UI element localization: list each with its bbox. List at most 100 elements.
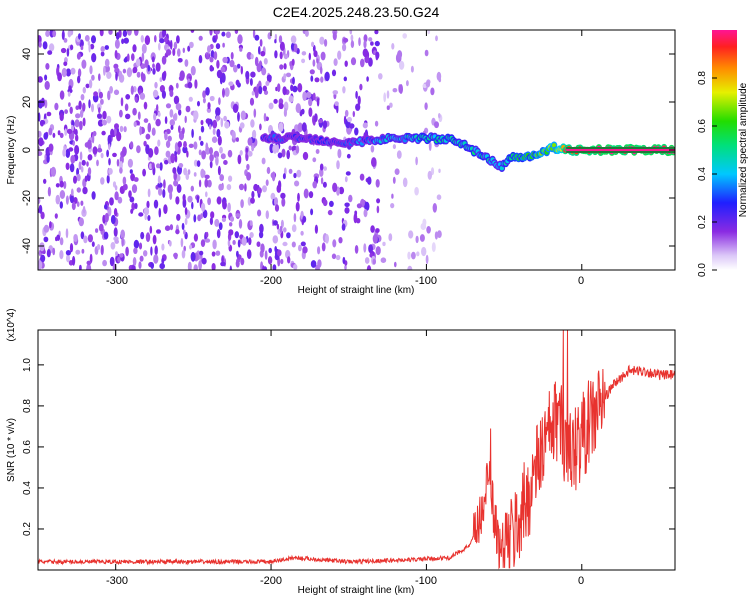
noise-speckle [189,41,194,49]
noise-speckle [209,56,214,63]
noise-speckle [74,145,80,155]
noise-speckle [122,176,127,185]
noise-speckle [147,122,152,133]
noise-speckle [122,68,127,74]
noise-speckle [273,98,278,104]
noise-speckle [238,219,243,229]
noise-speckle [70,155,76,164]
noise-speckle [350,34,354,42]
noise-speckle [324,71,330,82]
noise-speckle [145,133,151,140]
noise-speckle [79,109,84,118]
noise-speckle [198,179,202,188]
spectrogram-x-axis-label: Height of straight line (km) [298,285,415,296]
noise-speckle [262,185,267,193]
noise-speckle [432,203,437,213]
noise-speckle [161,71,166,81]
noise-speckle [63,181,67,189]
noise-speckle [200,213,203,220]
noise-speckle [132,66,138,74]
noise-speckle [332,239,337,248]
noise-speckle [162,30,165,38]
noise-speckle [182,47,185,53]
noise-speckle [309,69,315,75]
noise-speckle [348,194,353,203]
spectrogram-x-tick-label: -300 [106,275,128,287]
noise-speckle [141,43,147,54]
noise-speckle [187,195,193,203]
noise-speckle [281,197,286,207]
noise-speckle [132,257,137,266]
noise-speckle [47,186,52,197]
noise-speckle [251,190,255,199]
noise-speckle [79,264,82,270]
noise-speckle [287,256,291,264]
noise-speckle [215,156,219,166]
noise-speckle [47,50,53,55]
noise-speckle [359,173,365,181]
noise-speckle [91,133,95,144]
noise-speckle [246,249,252,260]
noise-speckle [65,228,69,239]
noise-speckle [72,141,75,146]
noise-speckle [180,237,184,248]
noise-speckle [320,76,324,83]
noise-speckle [283,227,287,233]
noise-speckle [222,88,225,98]
snr-y-tick-label: 0.4 [22,481,33,495]
noise-speckle [259,123,262,131]
noise-speckle [402,33,408,39]
noise-speckle [48,43,55,52]
noise-speckle [121,38,125,45]
noise-speckle [85,83,90,89]
noise-speckle [207,179,212,188]
noise-speckle [322,120,328,129]
noise-speckle [75,249,81,255]
noise-speckle [217,165,221,176]
noise-speckle [205,191,208,198]
noise-speckle [48,127,53,136]
noise-speckle [183,167,188,176]
noise-speckle [172,167,177,174]
noise-speckle [239,47,243,52]
noise-speckle [74,119,80,128]
noise-speckle [134,30,139,36]
noise-speckle [363,34,368,43]
noise-speckle [354,210,358,216]
noise-speckle [73,234,78,242]
noise-speckle [113,89,120,96]
noise-speckle [165,150,171,158]
noise-speckle [103,231,109,240]
noise-speckle [324,39,328,47]
noise-speckle [304,30,309,37]
noise-speckle [142,168,147,177]
noise-speckle [438,168,441,173]
noise-speckle [128,190,132,199]
noise-speckle [98,73,101,81]
noise-speckle [301,58,306,64]
noise-speckle [155,118,161,127]
noise-speckle [52,247,56,256]
noise-speckle [95,228,99,233]
colorbar-tick-label: 0.4 [697,167,708,181]
noise-speckle [366,76,369,82]
noise-speckle [227,149,233,158]
noise-speckle [266,74,272,81]
noise-speckle [234,30,239,34]
noise-speckle [372,233,378,244]
noise-speckle [38,130,42,138]
noise-speckle [293,172,297,179]
noise-speckle [245,147,249,153]
noise-speckle [342,256,346,265]
noise-speckle [169,109,174,118]
noise-speckle [343,76,347,82]
noise-speckle [114,49,118,59]
noise-speckle [78,217,85,227]
noise-speckle [398,60,405,70]
colorbar-ticks [712,77,717,271]
noise-speckle [157,111,161,117]
noise-speckle [190,65,196,76]
noise-speckle [198,35,203,41]
noise-speckle [406,80,409,87]
noise-speckle [161,257,165,264]
